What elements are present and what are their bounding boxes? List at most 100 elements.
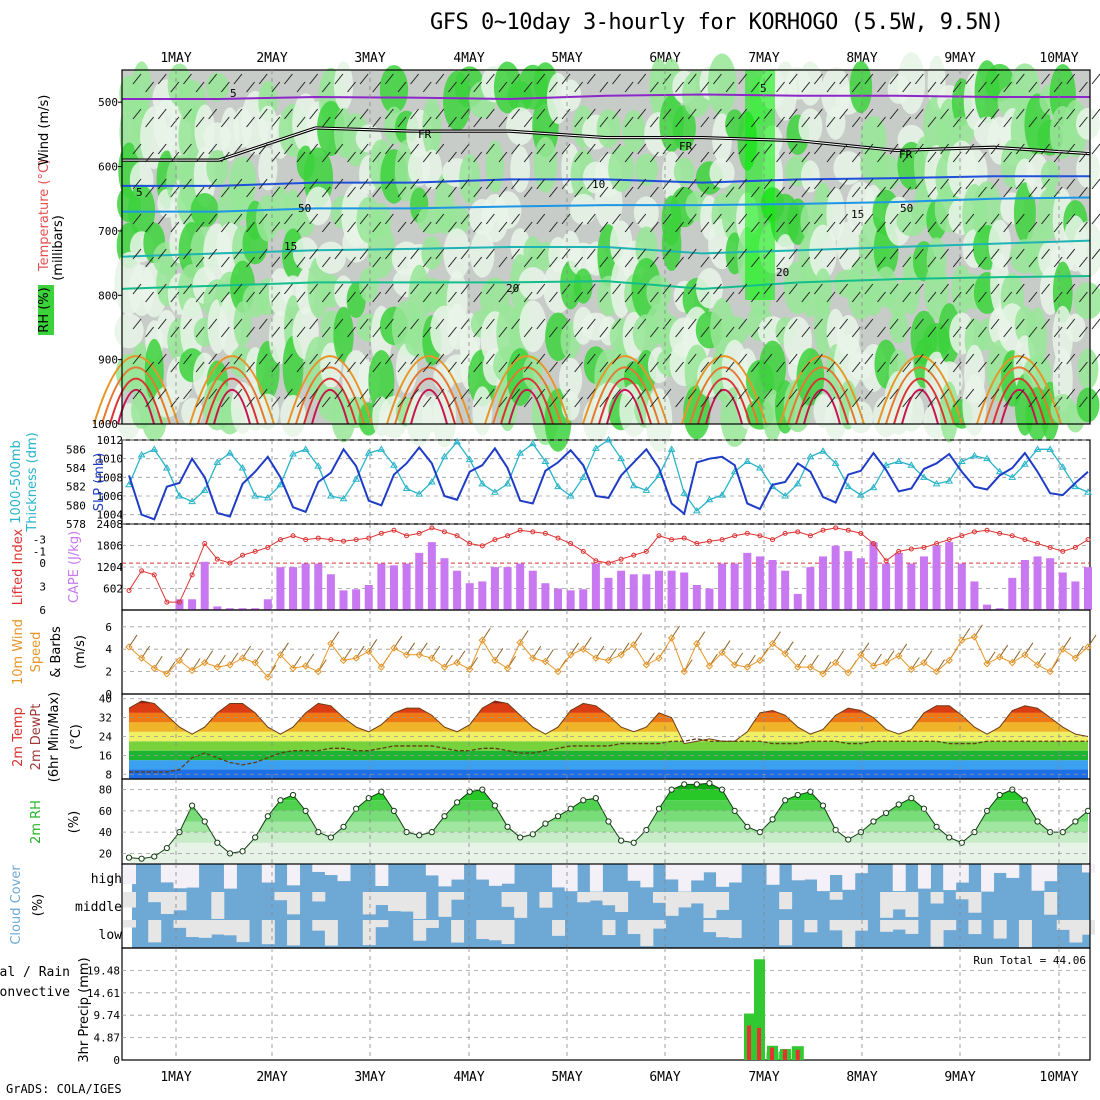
temp-tick-32: 32	[99, 712, 112, 725]
wind-barb	[233, 318, 243, 330]
cape-bar	[490, 567, 499, 610]
rh-blob	[1075, 107, 1100, 140]
wind-barb	[851, 326, 861, 338]
rh2m-point	[920, 805, 928, 812]
wind-barb	[195, 151, 205, 163]
rh2m-point	[138, 855, 145, 862]
wind-barb	[435, 353, 445, 365]
thickness-point	[440, 452, 449, 460]
wind-barb	[384, 73, 394, 85]
wind10-point	[428, 654, 436, 662]
wind-barb	[334, 143, 344, 155]
rh-blob	[573, 268, 593, 304]
rh2m-point	[946, 834, 953, 841]
lifted-index-point	[530, 529, 536, 535]
wind-barb	[763, 318, 773, 330]
lifted-index-point	[479, 543, 485, 549]
wind-barb	[561, 353, 571, 365]
wind10-line	[128, 636, 1089, 679]
wind-barb	[902, 116, 912, 128]
warm-contour	[787, 366, 857, 425]
thickness-point	[213, 458, 222, 465]
wind-barb	[157, 108, 167, 120]
wind-barb	[321, 221, 331, 233]
wind-barb	[372, 81, 382, 93]
wind-barb	[1028, 326, 1038, 338]
wind-barb	[889, 178, 899, 190]
wind-barb	[220, 326, 230, 338]
cape-bar	[869, 542, 878, 610]
wind-barb	[233, 108, 243, 120]
thickness-point	[995, 467, 1004, 475]
wind-barb	[965, 108, 975, 120]
warm-contour	[582, 355, 668, 425]
wind-barb	[1041, 318, 1050, 330]
slp-axis-label: SLP (mb)	[92, 453, 107, 512]
cape-bar	[1046, 558, 1055, 610]
cloud-gap	[148, 892, 162, 903]
wind-barb	[612, 283, 621, 295]
wind10-point	[869, 662, 878, 670]
wind10-point	[857, 651, 865, 659]
wind-barb	[372, 256, 382, 268]
wind-barb	[296, 256, 306, 268]
wind-barb	[132, 73, 142, 85]
wind10-point	[554, 667, 562, 676]
pressure-tick-600: 600	[98, 161, 118, 174]
thickness-point	[528, 439, 537, 447]
lifted-index-point	[795, 529, 801, 535]
lifted-tick-0: 0	[39, 557, 46, 570]
cloud-gap	[438, 864, 452, 887]
wind-barb	[258, 108, 268, 120]
lifted-index-point	[656, 533, 662, 539]
wind-barb	[914, 143, 924, 155]
cloud-gap	[690, 892, 704, 904]
wind-barb	[814, 353, 823, 365]
wind-barb	[864, 318, 874, 330]
wind-barb	[574, 221, 584, 233]
cape-bar	[856, 558, 865, 610]
rh2m-point	[188, 802, 196, 809]
isotherm-20	[121, 274, 1091, 290]
warm-contour	[877, 355, 963, 425]
wind-barb	[523, 361, 533, 373]
wind10-axis-label-1: 10m Wind	[11, 619, 26, 685]
cloud-gap	[501, 864, 515, 884]
thickness-point	[1021, 460, 1029, 467]
rh-blob	[720, 316, 750, 346]
wind-barb	[763, 143, 773, 155]
cape-bar	[440, 558, 449, 610]
lifted-index-point	[303, 537, 309, 543]
wind-barb	[877, 361, 886, 373]
cloud-gap	[451, 892, 465, 900]
wind-barb	[448, 396, 457, 408]
lifted-index-point	[908, 546, 914, 552]
wind-barb	[851, 396, 861, 408]
wind-barb	[586, 143, 596, 155]
wind-barb	[713, 318, 722, 330]
wind-barb	[637, 283, 647, 295]
date-label-top-2: 2MAY	[256, 51, 287, 66]
wind-barb	[624, 256, 634, 268]
wind-barb	[485, 353, 495, 365]
cloud-gap	[287, 864, 301, 886]
wind-barb	[157, 388, 167, 400]
wind-barb	[864, 73, 874, 85]
rh-blob	[305, 186, 332, 226]
wind-barb	[877, 151, 886, 163]
wind-barb	[763, 178, 773, 190]
thickness-point	[188, 497, 196, 505]
rh-blob	[470, 229, 495, 278]
temp-band	[129, 712, 1088, 723]
wind-barb	[258, 283, 268, 295]
wind-barb	[927, 221, 937, 233]
wind-barb	[170, 326, 180, 338]
date-label-top-10: 10MAY	[1039, 51, 1078, 66]
cloud-gap	[589, 864, 603, 892]
wind-barb	[839, 248, 849, 260]
cape-bar	[200, 561, 209, 610]
rh-blob	[533, 136, 558, 193]
wind-barb	[523, 116, 533, 128]
wind-barb	[687, 388, 697, 400]
wind-barb	[397, 221, 407, 233]
